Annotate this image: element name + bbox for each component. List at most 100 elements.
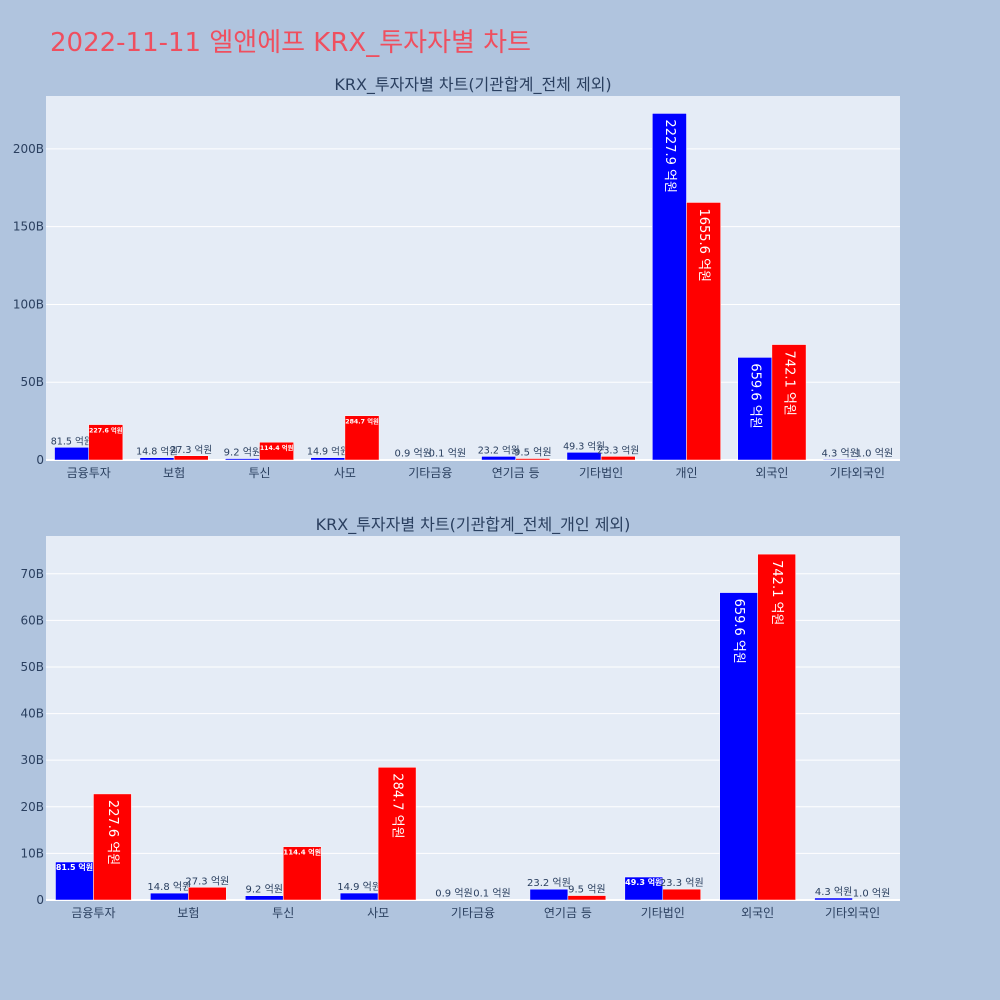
bar bbox=[771, 344, 807, 461]
y-tick-label: 20B bbox=[20, 800, 44, 814]
data-label: 14.9 억원 bbox=[337, 881, 381, 893]
bar bbox=[814, 897, 853, 901]
bar bbox=[173, 455, 209, 461]
data-label: 1.0 억원 bbox=[853, 888, 890, 900]
x-tick-label: 보험 bbox=[163, 466, 185, 480]
x-tick-label: 외국인 bbox=[755, 466, 788, 480]
x-tick-label: 금융투자 bbox=[67, 466, 111, 480]
x-tick-label: 외국인 bbox=[741, 906, 774, 920]
data-label: 2227.9 억원 bbox=[662, 119, 677, 193]
y-tick-label: 200B bbox=[13, 142, 44, 156]
y-tick-label: 60B bbox=[20, 613, 44, 627]
data-label: 14.8 억원 bbox=[147, 881, 191, 893]
bar bbox=[93, 793, 132, 901]
x-tick-label: 기타법인 bbox=[641, 906, 685, 920]
x-tick-label: 기타외국인 bbox=[825, 906, 880, 920]
bar bbox=[852, 899, 891, 901]
chart-title: KRX_투자자별 차트(기관합계_전체_개인 제외) bbox=[316, 515, 631, 535]
data-label: 227.6 억원 bbox=[105, 800, 120, 865]
data-label: 114.4 억원 bbox=[260, 443, 294, 452]
x-tick-label: 개인 bbox=[675, 466, 697, 480]
data-label: 1655.6 억원 bbox=[696, 208, 711, 282]
bar bbox=[344, 415, 380, 461]
x-tick-label: 투신 bbox=[272, 906, 294, 920]
data-label: 659.6 억원 bbox=[747, 363, 762, 428]
data-label: 0.9 억원 bbox=[435, 888, 472, 900]
bar bbox=[310, 457, 346, 461]
bar bbox=[481, 456, 516, 461]
bar bbox=[566, 452, 602, 461]
data-label: 9.5 억원 bbox=[568, 884, 605, 896]
x-tick-label: 투신 bbox=[248, 466, 270, 480]
data-label: 14.8 억원 bbox=[136, 446, 178, 458]
data-label: 9.2 억원 bbox=[246, 884, 283, 896]
bar bbox=[188, 887, 227, 901]
bar bbox=[515, 458, 551, 461]
bar bbox=[339, 892, 379, 901]
bar bbox=[377, 767, 417, 901]
bar bbox=[282, 846, 322, 901]
bar bbox=[259, 441, 294, 461]
bar bbox=[662, 888, 701, 901]
bar bbox=[434, 899, 474, 901]
data-label: 0.1 억원 bbox=[429, 448, 466, 460]
data-label: 4.3 억원 bbox=[821, 447, 858, 459]
bar bbox=[245, 895, 284, 901]
bar bbox=[652, 113, 687, 461]
bar bbox=[88, 424, 124, 461]
data-label: 0.1 억원 bbox=[473, 888, 510, 900]
data-label: 284.7 억원 bbox=[345, 417, 379, 426]
x-tick-label: 사모 bbox=[334, 466, 356, 480]
data-label: 23.2 억원 bbox=[527, 877, 571, 889]
chart-2: KRX_투자자별 차트(기관합계_전체_개인 제외) 0 10B 20B 30B 40B 5… bbox=[20, 515, 900, 920]
data-label: 23.2 억원 bbox=[478, 444, 520, 456]
data-label: 4.3 억원 bbox=[815, 886, 852, 898]
bar bbox=[686, 202, 721, 461]
data-label: 284.7 억원 bbox=[390, 773, 405, 838]
bar bbox=[472, 899, 512, 901]
y-tick-label: 150B bbox=[13, 220, 44, 234]
x-tick-label: 연기금 등 bbox=[544, 906, 592, 920]
bar bbox=[624, 876, 664, 901]
data-label: 23.3 억원 bbox=[597, 444, 639, 456]
x-tick-label: 기타외국인 bbox=[830, 466, 885, 480]
data-label: 742.1 억원 bbox=[769, 560, 784, 625]
x-tick-label: 보험 bbox=[177, 906, 199, 920]
y-tick-label: 70B bbox=[20, 567, 44, 581]
x-tick-label: 기타금융 bbox=[451, 906, 495, 920]
data-label: 9.2 억원 bbox=[224, 447, 261, 459]
bar bbox=[567, 895, 607, 901]
y-tick-label: 50B bbox=[20, 660, 44, 674]
data-label: 27.3 억원 bbox=[170, 444, 212, 456]
data-label: 227.6 억원 bbox=[89, 426, 123, 435]
data-label: 27.3 억원 bbox=[185, 875, 229, 887]
bar bbox=[139, 457, 175, 461]
data-label: 81.5 억원 bbox=[51, 435, 93, 447]
data-label: 742.1 억원 bbox=[781, 351, 796, 416]
data-label: 14.9 억원 bbox=[307, 446, 349, 458]
bar bbox=[430, 459, 465, 461]
bar bbox=[737, 357, 773, 461]
data-label: 659.6 억원 bbox=[731, 599, 746, 664]
data-label: 114.4 억원 bbox=[283, 848, 321, 857]
x-tick-label: 기타법인 bbox=[579, 466, 623, 480]
bar bbox=[600, 456, 636, 461]
bar bbox=[719, 592, 758, 901]
bar bbox=[857, 459, 892, 461]
y-tick-label: 0 bbox=[36, 453, 44, 467]
data-label: 1.0 억원 bbox=[856, 448, 893, 460]
bar bbox=[55, 861, 94, 901]
chart-title: KRX_투자자별 차트(기관합계_전체 제외) bbox=[334, 75, 611, 95]
bar bbox=[150, 892, 189, 901]
y-tick-label: 100B bbox=[13, 297, 44, 311]
x-tick-label: 사모 bbox=[367, 906, 389, 920]
x-tick-label: 연기금 등 bbox=[492, 466, 540, 480]
page-title: 2022-11-11 엘앤에프 KRX_투자자별 차트 bbox=[50, 28, 532, 58]
bar bbox=[757, 553, 796, 901]
y-tick-label: 40B bbox=[20, 707, 44, 721]
data-label: 81.5 억원 bbox=[56, 862, 93, 872]
y-tick-label: 10B bbox=[20, 846, 44, 860]
x-tick-label: 기타금융 bbox=[408, 466, 452, 480]
data-label: 0.9 억원 bbox=[394, 448, 431, 460]
bar bbox=[529, 888, 569, 901]
